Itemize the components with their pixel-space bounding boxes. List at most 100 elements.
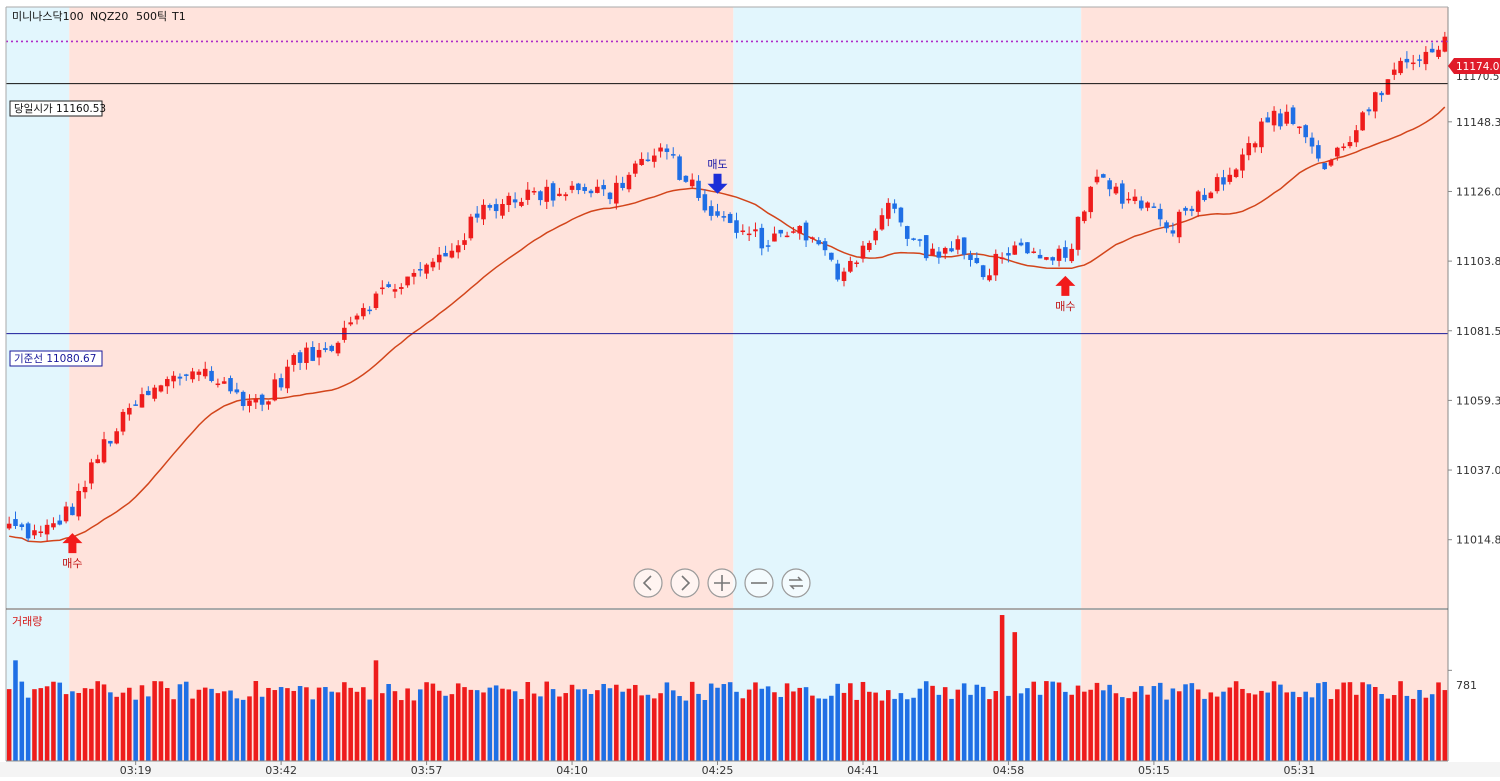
volume-bar	[765, 686, 771, 761]
candle-body	[1328, 159, 1334, 166]
volume-bar	[904, 699, 910, 761]
volume-bar	[152, 681, 157, 761]
candle-body	[1050, 257, 1055, 261]
scroll-right-button[interactable]	[670, 568, 700, 598]
candle-body	[1088, 186, 1093, 213]
zoom-out-button[interactable]	[744, 568, 774, 598]
y-tick-label: 11103.82	[1456, 255, 1500, 268]
sell-signal-label: 매도	[707, 158, 727, 171]
candle-body	[980, 265, 986, 278]
volume-bar	[297, 686, 303, 761]
candle-body	[108, 440, 113, 444]
volume-bar	[76, 692, 82, 761]
candle-body	[1006, 253, 1011, 256]
instrument-name: 미니나스닥100	[12, 10, 84, 23]
candle-body	[405, 276, 410, 286]
reset-button[interactable]	[781, 568, 811, 598]
volume-bar	[721, 684, 727, 761]
candle-body	[677, 156, 682, 180]
volume-bar	[500, 688, 505, 761]
candle-body	[519, 201, 524, 206]
volume-bar	[835, 683, 840, 761]
volume-bar	[557, 696, 562, 761]
volume-bar	[424, 682, 429, 761]
candle-body	[329, 345, 334, 351]
volume-bar	[1360, 682, 1365, 761]
volume-bar	[1157, 682, 1163, 761]
candle-body	[746, 233, 752, 236]
candle-body	[576, 183, 581, 191]
volume-bar	[519, 699, 524, 761]
candle-body	[936, 251, 942, 258]
candle-body	[253, 398, 259, 403]
instrument-code: NQZ20	[90, 10, 128, 23]
candle-body	[1183, 207, 1188, 211]
volume-bar	[955, 689, 961, 761]
candle-body	[1037, 254, 1043, 259]
volume-bar	[1233, 681, 1239, 761]
candle-body	[209, 370, 214, 382]
candle-body	[101, 439, 107, 463]
volume-bar	[1208, 692, 1214, 761]
candle-body	[512, 199, 518, 203]
volume-bar	[1214, 696, 1220, 761]
buy-arrow-icon	[62, 533, 83, 554]
volume-bar	[923, 681, 929, 761]
candle-body	[1063, 247, 1068, 258]
volume-bar	[1417, 689, 1422, 761]
candle-body	[57, 520, 63, 525]
scroll-left-button[interactable]	[633, 568, 663, 598]
volume-bar	[696, 693, 701, 761]
volume-bar	[183, 681, 189, 761]
candle-body	[1240, 154, 1245, 171]
candle-body	[411, 272, 417, 277]
candle-body	[942, 247, 948, 254]
candle-body	[1284, 111, 1290, 124]
candle-body	[538, 191, 543, 201]
volume-bar	[462, 687, 467, 761]
candle-body	[70, 506, 75, 516]
candle-body	[1303, 125, 1308, 138]
zoom-in-button[interactable]	[707, 568, 737, 598]
candle-body	[803, 222, 809, 241]
candle-body	[297, 352, 303, 363]
candle-body	[601, 185, 606, 190]
volume-bar	[196, 689, 202, 761]
candle-body	[1164, 222, 1169, 229]
volume-bar	[892, 698, 897, 761]
x-tick-label: 03:57	[411, 764, 443, 777]
volume-bar	[215, 693, 221, 761]
candle-body	[911, 238, 916, 240]
candle-body	[449, 250, 455, 258]
volume-bar	[1132, 691, 1138, 761]
volume-bar	[266, 687, 271, 761]
volume-bar	[399, 700, 404, 761]
buy-arrow-icon	[1055, 275, 1076, 296]
volume-bar	[1423, 697, 1429, 761]
candle-body	[531, 191, 537, 193]
volume-bar	[829, 695, 834, 761]
candle-body	[500, 203, 505, 216]
volume-bar	[974, 684, 980, 761]
volume-bar	[772, 692, 777, 761]
candle-body	[670, 154, 676, 156]
volume-bar	[1265, 692, 1271, 761]
sell-arrow-icon	[707, 173, 728, 194]
candle-body	[721, 216, 727, 218]
volume-bar	[626, 688, 632, 761]
candle-body	[550, 183, 556, 201]
volume-bar	[968, 694, 973, 761]
candle-body	[493, 204, 499, 212]
candle-body	[133, 404, 138, 406]
volume-bar	[702, 700, 708, 761]
volume-bar	[1404, 695, 1410, 761]
candle-body	[380, 287, 385, 290]
volume-bar	[822, 698, 828, 761]
candle-body	[95, 459, 100, 464]
volume-bar	[209, 688, 214, 761]
candle-body	[999, 257, 1005, 260]
candle-body	[487, 205, 493, 208]
volume-bar	[980, 686, 986, 761]
